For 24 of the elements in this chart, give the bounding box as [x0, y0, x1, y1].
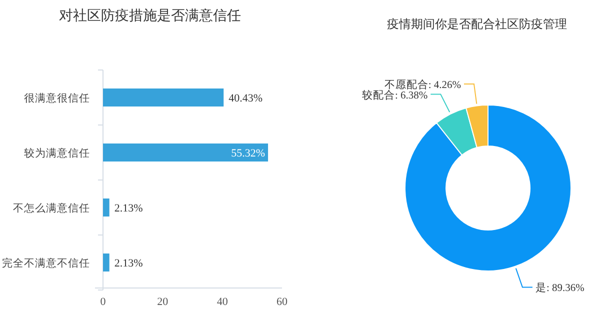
bar — [103, 88, 224, 106]
x-tick-label: 40 — [216, 296, 228, 308]
bar — [103, 254, 110, 272]
y-tick-label: 不怎么满意信任 — [13, 202, 90, 214]
y-tick-label: 较为满意信任 — [24, 146, 90, 160]
bar — [103, 144, 268, 162]
x-tick-label: 60 — [276, 296, 288, 308]
slice-label: 较配合 — [362, 88, 395, 102]
x-tick-label: 0 — [100, 296, 106, 308]
data-label: 40.43% — [228, 92, 263, 104]
data-label: : 4.26% — [428, 80, 462, 91]
data-label: : 89.36% — [546, 283, 585, 294]
chart-title: 对社区防疫措施是否满意信任 — [59, 8, 241, 24]
x-tick-label: 20 — [157, 296, 169, 308]
data-label: 55.32% — [231, 148, 266, 160]
bar — [103, 198, 110, 216]
slice-label: 不愿配合 — [384, 78, 428, 91]
y-tick-label: 完全不满意不信任 — [2, 256, 90, 270]
slice-label: 是 — [535, 282, 546, 294]
data-label: 2.13% — [114, 258, 143, 270]
data-label: 2.13% — [114, 202, 143, 214]
chart-title: 疫情期间你是否配合社区防疫管理 — [387, 17, 567, 31]
data-label: : 6.38% — [394, 90, 428, 102]
y-tick-label: 很满意很信任 — [24, 92, 90, 104]
